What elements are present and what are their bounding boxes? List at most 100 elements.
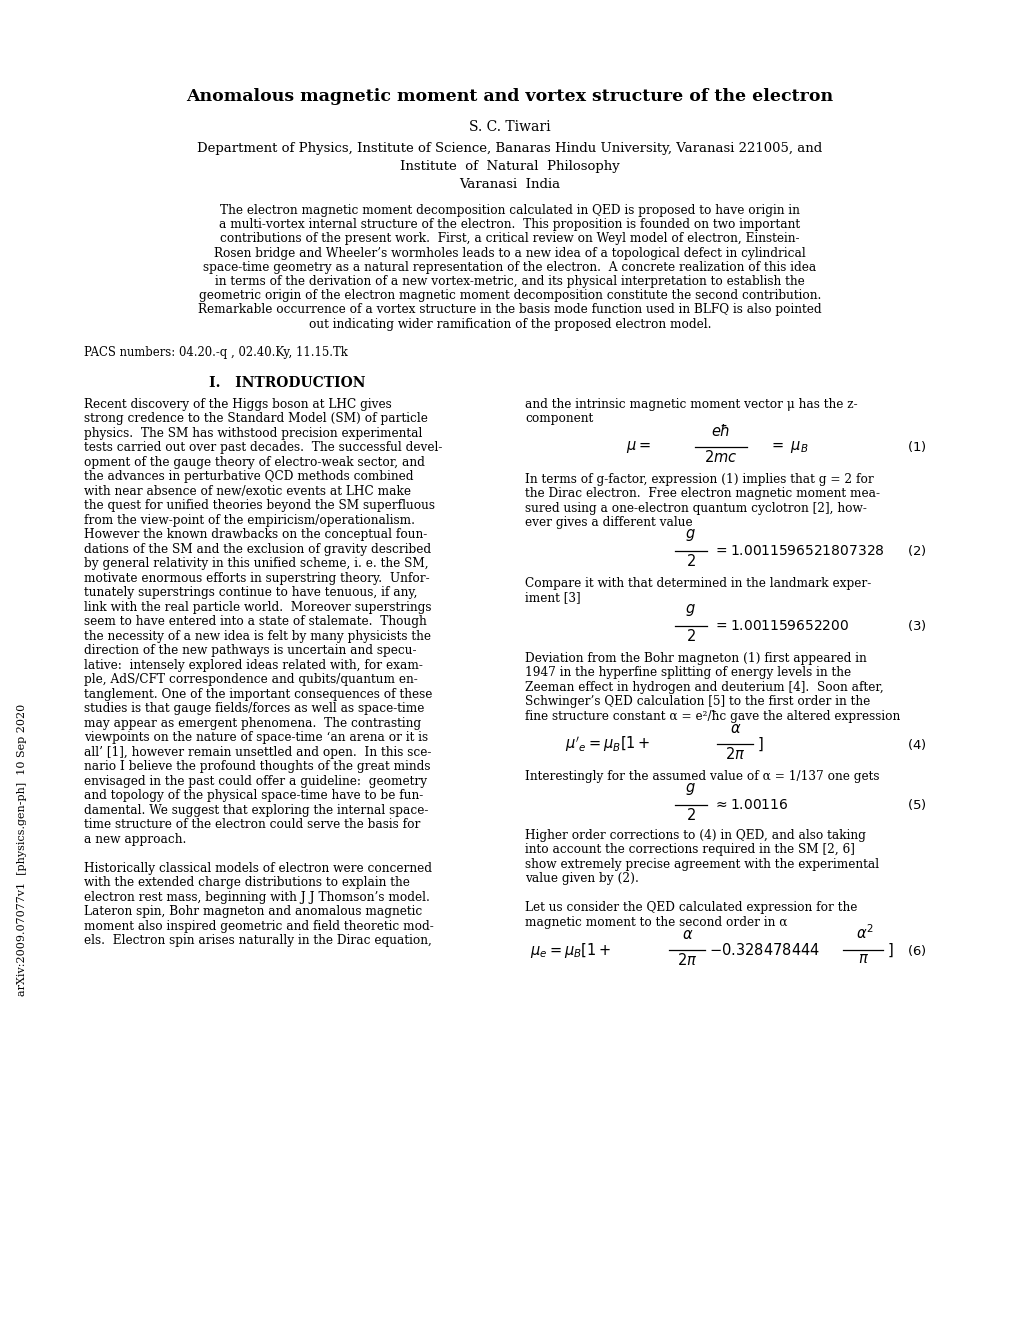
Text: Interestingly for the assumed value of α = 1/137 one gets: Interestingly for the assumed value of α… <box>525 771 879 783</box>
Text: direction of the new pathways is uncertain and specu-: direction of the new pathways is uncerta… <box>84 644 416 657</box>
Text: moment also inspired geometric and field theoretic mod-: moment also inspired geometric and field… <box>84 920 433 933</box>
Text: $(5)$: $(5)$ <box>906 797 925 812</box>
Text: may appear as emergent phenomena.  The contrasting: may appear as emergent phenomena. The co… <box>84 717 421 730</box>
Text: $\alpha$: $\alpha$ <box>729 722 740 737</box>
Text: contributions of the present work.  First, a critical review on Weyl model of el: contributions of the present work. First… <box>220 232 799 246</box>
Text: tanglement. One of the important consequences of these: tanglement. One of the important consequ… <box>84 688 432 701</box>
Text: $(4)$: $(4)$ <box>906 737 925 752</box>
Text: Compare it with that determined in the landmark exper-: Compare it with that determined in the l… <box>525 577 870 590</box>
Text: Deviation from the Bohr magneton (1) first appeared in: Deviation from the Bohr magneton (1) fir… <box>525 652 866 665</box>
Text: els.  Electron spin arises naturally in the Dirac equation,: els. Electron spin arises naturally in t… <box>84 935 431 948</box>
Text: Lateron spin, Bohr magneton and anomalous magnetic: Lateron spin, Bohr magneton and anomalou… <box>84 906 422 919</box>
Text: $\approx 1.00116$: $\approx 1.00116$ <box>712 797 788 812</box>
Text: $(1)$: $(1)$ <box>906 440 925 454</box>
Text: $g$: $g$ <box>685 602 696 618</box>
Text: Higher order corrections to (4) in QED, and also taking: Higher order corrections to (4) in QED, … <box>525 829 865 842</box>
Text: $2$: $2$ <box>685 628 695 644</box>
Text: Anomalous magnetic moment and vortex structure of the electron: Anomalous magnetic moment and vortex str… <box>186 88 833 106</box>
Text: PACS numbers: 04.20.-q , 02.40.Ky, 11.15.Tk: PACS numbers: 04.20.-q , 02.40.Ky, 11.15… <box>84 346 347 359</box>
Text: tests carried out over past decades.  The successful devel-: tests carried out over past decades. The… <box>84 441 441 454</box>
Text: from the view-point of the empiricism/operationalism.: from the view-point of the empiricism/op… <box>84 513 415 527</box>
Text: the quest for unified theories beyond the SM superfluous: the quest for unified theories beyond th… <box>84 499 434 512</box>
Text: studies is that gauge fields/forces as well as space-time: studies is that gauge fields/forces as w… <box>84 702 424 715</box>
Text: $\mu =$: $\mu =$ <box>626 438 650 455</box>
Text: a multi-vortex internal structure of the electron.  This proposition is founded : a multi-vortex internal structure of the… <box>219 218 800 231</box>
Text: $= 1.0011596521807328$: $= 1.0011596521807328$ <box>712 544 883 558</box>
Text: $(6)$: $(6)$ <box>906 942 925 958</box>
Text: the advances in perturbative QCD methods combined: the advances in perturbative QCD methods… <box>84 470 413 483</box>
Text: $= 1.001159652200$: $= 1.001159652200$ <box>712 619 849 632</box>
Text: envisaged in the past could offer a guideline:  geometry: envisaged in the past could offer a guid… <box>84 775 426 788</box>
Text: lative:  intensely explored ideas related with, for exam-: lative: intensely explored ideas related… <box>84 659 422 672</box>
Text: and topology of the physical space-time have to be fun-: and topology of the physical space-time … <box>84 789 423 803</box>
Text: and the intrinsic magnetic moment vector μ has the z-: and the intrinsic magnetic moment vector… <box>525 397 857 411</box>
Text: iment [3]: iment [3] <box>525 591 581 605</box>
Text: Let us consider the QED calculated expression for the: Let us consider the QED calculated expre… <box>525 902 857 915</box>
Text: S. C. Tiwari: S. C. Tiwari <box>469 120 550 135</box>
Text: $\pi$: $\pi$ <box>857 952 868 966</box>
Text: motivate enormous efforts in superstring theory.  Unfor-: motivate enormous efforts in superstring… <box>84 572 429 585</box>
Text: $]$: $]$ <box>887 941 893 960</box>
Text: $2\pi$: $2\pi$ <box>677 952 697 969</box>
Text: $- 0.328478444$: $- 0.328478444$ <box>708 942 819 958</box>
Text: physics.  The SM has withstood precision experimental: physics. The SM has withstood precision … <box>84 426 422 440</box>
Text: The electron magnetic moment decomposition calculated in QED is proposed to have: The electron magnetic moment decompositi… <box>220 205 799 216</box>
Text: arXiv:2009.07077v1  [physics.gen-ph]  10 Sep 2020: arXiv:2009.07077v1 [physics.gen-ph] 10 S… <box>17 704 26 997</box>
Text: Rosen bridge and Wheeler’s wormholes leads to a new idea of a topological defect: Rosen bridge and Wheeler’s wormholes lea… <box>214 247 805 260</box>
Text: Recent discovery of the Higgs boson at LHC gives: Recent discovery of the Higgs boson at L… <box>84 397 391 411</box>
Text: component: component <box>525 412 593 425</box>
Text: $\mu_e = \mu_B[1 +$: $\mu_e = \mu_B[1 +$ <box>530 941 611 960</box>
Text: Zeeman effect in hydrogen and deuterium [4].  Soon after,: Zeeman effect in hydrogen and deuterium … <box>525 681 883 694</box>
Text: geometric origin of the electron magnetic moment decomposition constitute the se: geometric origin of the electron magneti… <box>199 289 820 302</box>
Text: $g$: $g$ <box>685 781 696 797</box>
Text: $2$: $2$ <box>685 553 695 569</box>
Text: space-time geometry as a natural representation of the electron.  A concrete rea: space-time geometry as a natural represe… <box>203 261 816 273</box>
Text: $= \;\mu_B$: $= \;\mu_B$ <box>768 438 808 455</box>
Text: $(3)$: $(3)$ <box>906 618 925 634</box>
Text: Varanasi  India: Varanasi India <box>459 178 560 191</box>
Text: show extremely precise agreement with the experimental: show extremely precise agreement with th… <box>525 858 878 871</box>
Text: opment of the gauge theory of electro-weak sector, and: opment of the gauge theory of electro-we… <box>84 455 424 469</box>
Text: value given by (2).: value given by (2). <box>525 873 639 886</box>
Text: magnetic moment to the second order in α: magnetic moment to the second order in α <box>525 916 787 929</box>
Text: a new approach.: a new approach. <box>84 833 185 846</box>
Text: ever gives a different value: ever gives a different value <box>525 516 692 529</box>
Text: 1947 in the hyperfine splitting of energy levels in the: 1947 in the hyperfine splitting of energ… <box>525 667 851 680</box>
Text: $g$: $g$ <box>685 527 696 543</box>
Text: $\alpha^2$: $\alpha^2$ <box>856 924 873 942</box>
Text: $e\hbar$: $e\hbar$ <box>710 422 730 438</box>
Text: by general relativity in this unified scheme, i. e. the SM,: by general relativity in this unified sc… <box>84 557 428 570</box>
Text: $2mc$: $2mc$ <box>703 449 737 465</box>
Text: Remarkable occurrence of a vortex structure in the basis mode function used in B: Remarkable occurrence of a vortex struct… <box>198 304 821 317</box>
Text: In terms of g-factor, expression (1) implies that g = 2 for: In terms of g-factor, expression (1) imp… <box>525 473 873 486</box>
Text: time structure of the electron could serve the basis for: time structure of the electron could ser… <box>84 818 420 832</box>
Text: dations of the SM and the exclusion of gravity described: dations of the SM and the exclusion of g… <box>84 543 430 556</box>
Text: $\alpha$: $\alpha$ <box>681 928 692 942</box>
Text: sured using a one-electron quantum cyclotron [2], how-: sured using a one-electron quantum cyclo… <box>525 502 866 515</box>
Text: link with the real particle world.  Moreover superstrings: link with the real particle world. Moreo… <box>84 601 431 614</box>
Text: tunately superstrings continue to have tenuous, if any,: tunately superstrings continue to have t… <box>84 586 417 599</box>
Text: the Dirac electron.  Free electron magnetic moment mea-: the Dirac electron. Free electron magnet… <box>525 487 879 500</box>
Text: $2\pi$: $2\pi$ <box>725 746 745 762</box>
Text: all’ [1], however remain unsettled and open.  In this sce-: all’ [1], however remain unsettled and o… <box>84 746 431 759</box>
Text: Schwinger’s QED calculation [5] to the first order in the: Schwinger’s QED calculation [5] to the f… <box>525 696 869 709</box>
Text: strong credence to the Standard Model (SM) of particle: strong credence to the Standard Model (S… <box>84 412 427 425</box>
Text: $(2)$: $(2)$ <box>906 544 925 558</box>
Text: out indicating wider ramification of the proposed electron model.: out indicating wider ramification of the… <box>309 318 710 330</box>
Text: with near absence of new/exotic events at LHC make: with near absence of new/exotic events a… <box>84 484 411 498</box>
Text: Department of Physics, Institute of Science, Banaras Hindu University, Varanasi : Department of Physics, Institute of Scie… <box>198 143 821 154</box>
Text: in terms of the derivation of a new vortex-metric, and its physical interpretati: in terms of the derivation of a new vort… <box>215 275 804 288</box>
Text: electron rest mass, beginning with J J Thomson’s model.: electron rest mass, beginning with J J T… <box>84 891 429 904</box>
Text: nario I believe the profound thoughts of the great minds: nario I believe the profound thoughts of… <box>84 760 430 774</box>
Text: $\mu'_e = \mu_B[1 +$: $\mu'_e = \mu_B[1 +$ <box>565 734 650 754</box>
Text: $]$: $]$ <box>756 735 763 752</box>
Text: However the known drawbacks on the conceptual foun-: However the known drawbacks on the conce… <box>84 528 427 541</box>
Text: viewpoints on the nature of space-time ‘an arena or it is: viewpoints on the nature of space-time ‘… <box>84 731 427 744</box>
Text: seem to have entered into a state of stalemate.  Though: seem to have entered into a state of sta… <box>84 615 426 628</box>
Text: damental. We suggest that exploring the internal space-: damental. We suggest that exploring the … <box>84 804 428 817</box>
Text: Historically classical models of electron were concerned: Historically classical models of electro… <box>84 862 431 875</box>
Text: I.   INTRODUCTION: I. INTRODUCTION <box>208 376 365 389</box>
Text: $2$: $2$ <box>685 807 695 822</box>
Text: fine structure constant α = e²/ħc gave the altered expression: fine structure constant α = e²/ħc gave t… <box>525 710 900 723</box>
Text: ple, AdS/CFT correspondence and qubits/quantum en-: ple, AdS/CFT correspondence and qubits/q… <box>84 673 417 686</box>
